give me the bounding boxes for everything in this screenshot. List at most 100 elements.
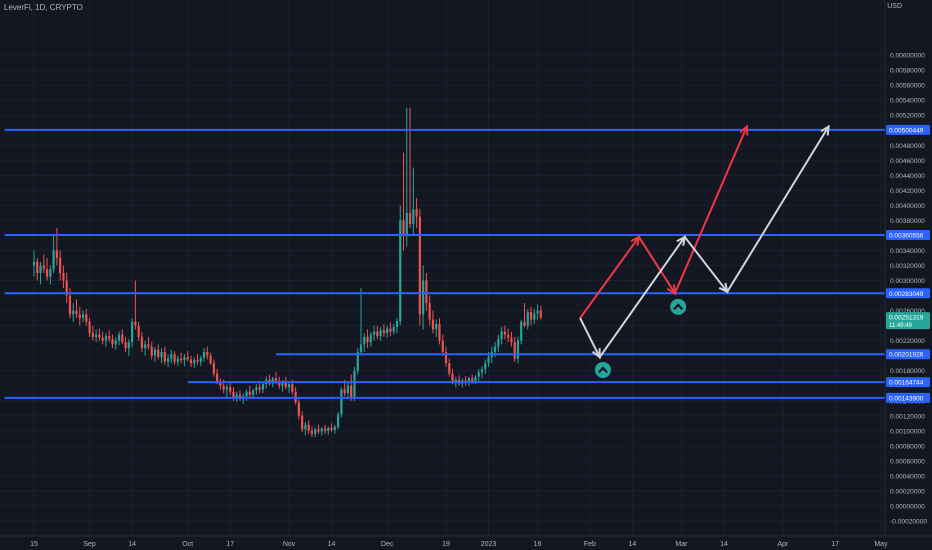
candle-body bbox=[435, 324, 438, 330]
candle-body bbox=[258, 387, 261, 390]
candle-body bbox=[193, 360, 196, 364]
candle-body bbox=[255, 387, 258, 391]
candle-body bbox=[62, 273, 65, 281]
price-tick-label: 0.00520000 bbox=[890, 113, 925, 120]
candle-body bbox=[180, 358, 183, 361]
candle-body bbox=[108, 336, 111, 340]
candle-body bbox=[337, 414, 340, 428]
candle-body bbox=[382, 330, 385, 334]
price-tick-label: 0.00560000 bbox=[890, 83, 925, 90]
candle-body bbox=[88, 321, 91, 334]
level-price-badge bbox=[886, 349, 930, 360]
current-price-badge bbox=[886, 312, 930, 330]
candle-body bbox=[526, 312, 529, 326]
price-axis[interactable] bbox=[885, 0, 932, 550]
currency-label: USD bbox=[887, 3, 902, 10]
candle-body bbox=[248, 391, 251, 395]
time-tick-label: Oct bbox=[182, 541, 193, 548]
candle-body bbox=[363, 336, 366, 345]
candle-body bbox=[144, 344, 147, 349]
candle-body bbox=[520, 321, 523, 341]
candle-body bbox=[196, 360, 199, 362]
time-tick-label: Apr bbox=[777, 541, 789, 548]
candle-body bbox=[199, 357, 202, 362]
price-tick-label: 0.00440000 bbox=[890, 173, 925, 180]
level-price-label: 0.00283049 bbox=[889, 291, 924, 298]
price-tick-label: 0.00320000 bbox=[890, 263, 925, 270]
candle-body bbox=[330, 427, 333, 431]
candle-body bbox=[111, 339, 114, 345]
candle-body bbox=[49, 269, 52, 277]
candle-body bbox=[343, 389, 346, 394]
price-tick-label: 0.00220000 bbox=[890, 338, 925, 345]
candle-body bbox=[140, 336, 144, 349]
grid-lines bbox=[0, 0, 885, 536]
price-tick-label: 0.00540000 bbox=[890, 98, 925, 105]
candle-body bbox=[523, 321, 526, 326]
candle-body bbox=[127, 342, 130, 349]
candle-body bbox=[98, 334, 101, 338]
level-price-label: 0.00201926 bbox=[889, 352, 924, 359]
candle-body bbox=[507, 334, 510, 338]
candle-body bbox=[291, 384, 294, 392]
arrow-head bbox=[718, 282, 729, 294]
price-tick-label: 0.00600000 bbox=[890, 53, 925, 60]
candle-body bbox=[529, 312, 533, 320]
candle-body bbox=[206, 351, 209, 356]
candle-body bbox=[304, 424, 307, 430]
candle-body bbox=[369, 334, 372, 343]
countdown-label: 11:49:49 bbox=[889, 323, 913, 329]
price-tick-label: 0.00460000 bbox=[890, 158, 925, 165]
time-tick-label: Feb bbox=[584, 541, 596, 548]
level-price-label: 0.00500449 bbox=[889, 127, 924, 134]
candle-body bbox=[333, 427, 336, 431]
candle-body bbox=[75, 310, 78, 315]
candle-body bbox=[235, 394, 238, 398]
level-price-badge bbox=[886, 230, 930, 241]
horizontal-levels[interactable] bbox=[4, 128, 885, 399]
candle-body bbox=[117, 334, 121, 341]
candle-body bbox=[301, 415, 304, 430]
candle-body bbox=[202, 351, 206, 358]
candle-body bbox=[91, 333, 94, 337]
candle-body bbox=[376, 331, 379, 337]
candle-body bbox=[359, 344, 363, 352]
candle-body bbox=[271, 378, 274, 384]
candle-body bbox=[209, 355, 212, 364]
candle-body bbox=[425, 280, 428, 304]
time-tick-label: 14 bbox=[720, 541, 728, 548]
arrow-head bbox=[666, 284, 677, 296]
candle-body bbox=[287, 384, 291, 388]
candle-body bbox=[101, 337, 104, 341]
candle-body bbox=[137, 325, 140, 337]
candle-body bbox=[503, 331, 506, 335]
candle-body bbox=[59, 257, 62, 274]
candle-body bbox=[281, 381, 284, 386]
price-tick-label: 0.00060000 bbox=[890, 458, 925, 465]
level-price-badge bbox=[886, 288, 930, 299]
signal-marker bbox=[670, 298, 687, 315]
arrow-head bbox=[591, 348, 601, 360]
level-price-label: 0.00164744 bbox=[889, 380, 924, 387]
price-tick-label: 0.00100000 bbox=[890, 428, 925, 435]
arrow-head bbox=[676, 235, 687, 246]
candle-body bbox=[399, 220, 402, 322]
price-tick-label: 0.00040000 bbox=[890, 473, 925, 480]
level-price-badge bbox=[886, 392, 930, 403]
candle-body bbox=[186, 357, 189, 360]
level-price-badge bbox=[886, 377, 930, 388]
candle-body bbox=[134, 321, 137, 326]
candle-body bbox=[484, 363, 487, 370]
candle-body bbox=[150, 346, 153, 356]
candle-body bbox=[170, 354, 173, 359]
symbol-title[interactable]: LeverFi, 1D, CRYPTO bbox=[4, 3, 83, 12]
price-tick-label: 0.00380000 bbox=[890, 218, 925, 225]
candle-body bbox=[95, 334, 98, 337]
candle-body bbox=[124, 342, 127, 349]
arrow-head bbox=[739, 124, 749, 136]
time-tick-label: Dec bbox=[381, 541, 394, 548]
projection-arrows[interactable] bbox=[579, 124, 830, 360]
candle-body bbox=[467, 378, 471, 383]
candle-body bbox=[533, 313, 536, 320]
